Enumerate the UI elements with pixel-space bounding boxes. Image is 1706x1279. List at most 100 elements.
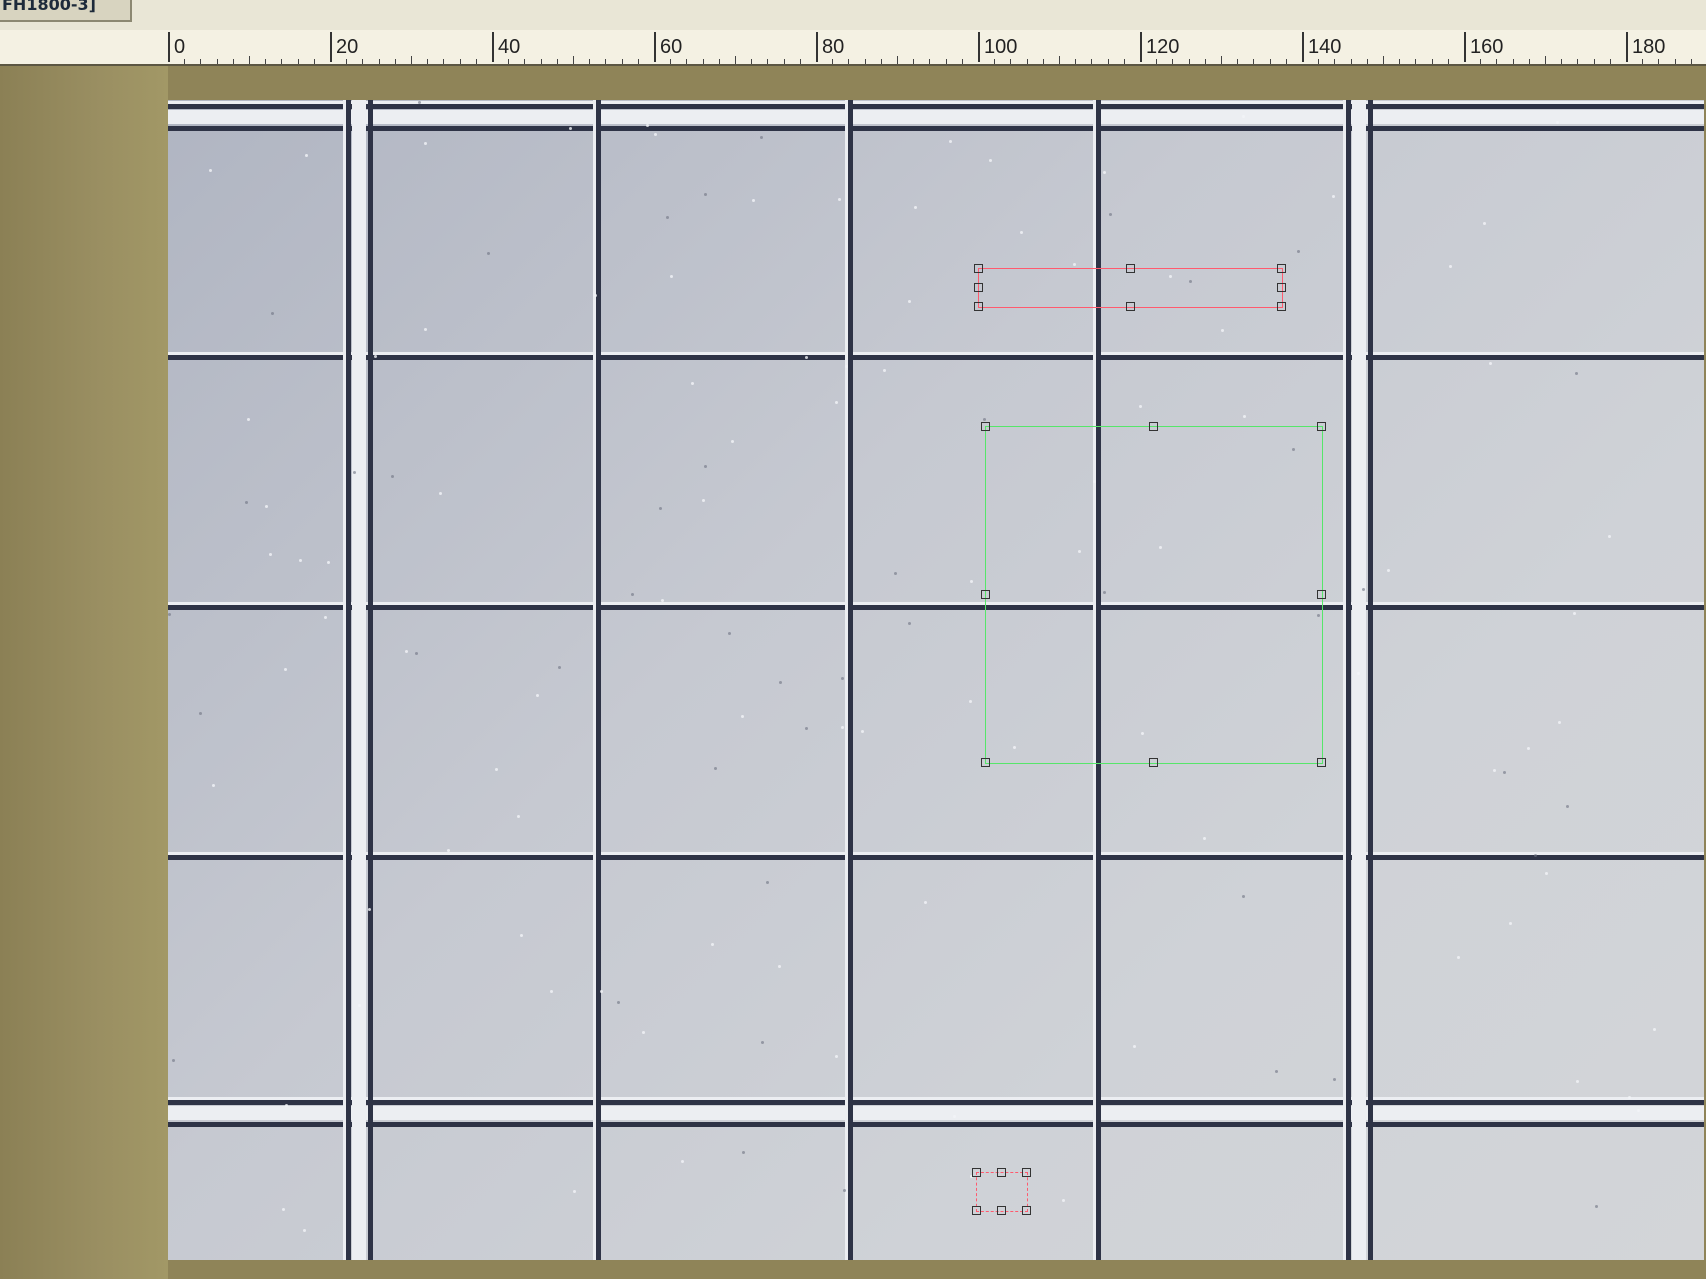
ruler-minor-tick (459, 59, 461, 64)
ruler-minor-tick (1674, 59, 1676, 64)
cell-speck (212, 784, 215, 787)
roi-handle[interactable] (1317, 422, 1326, 431)
roi-handle[interactable] (1317, 758, 1326, 767)
cell-speck (1073, 263, 1076, 266)
roi-red-bottom[interactable] (972, 1168, 1031, 1215)
cell-speck (418, 101, 421, 104)
cell-speck (209, 169, 212, 172)
grid-line-vertical (368, 100, 373, 1260)
cell-speck (327, 561, 330, 564)
cell-speck (284, 668, 287, 671)
ruler-minor-tick (1285, 59, 1287, 64)
roi-handle[interactable] (974, 264, 983, 273)
cell-speck (1103, 591, 1106, 594)
ruler-minor-tick (1091, 59, 1093, 64)
ruler-minor-tick (913, 59, 915, 64)
cell-speck (1013, 746, 1016, 749)
ruler-minor-tick (1318, 59, 1320, 64)
roi-handle[interactable] (997, 1168, 1006, 1177)
ruler-minor-tick (1366, 59, 1368, 64)
roi-handle[interactable] (1317, 590, 1326, 599)
ruler-major-tick (1140, 32, 1142, 62)
ruler-minor-tick (524, 59, 526, 64)
roi-handle[interactable] (1277, 283, 1286, 292)
cell-speck (1242, 115, 1245, 118)
left-margin-pane (0, 66, 168, 1279)
ruler-major-tick (816, 32, 818, 62)
ruler-label: 140 (1308, 36, 1342, 58)
cell-speck (199, 712, 202, 715)
cell-speck (1020, 231, 1023, 234)
ruler-minor-tick (1609, 59, 1611, 64)
cell-speck (894, 572, 897, 575)
cell-speck (970, 580, 973, 583)
cell-speck (908, 622, 911, 625)
ruler-minor-tick (1188, 59, 1190, 64)
ruler-minor-tick (897, 56, 898, 64)
ruler-minor-tick (265, 59, 267, 64)
roi-handle[interactable] (981, 422, 990, 431)
roi-handle[interactable] (1277, 302, 1286, 311)
cell-speck (1576, 1080, 1579, 1083)
grid-line-highlight (168, 110, 1704, 124)
roi-green[interactable] (981, 422, 1326, 767)
cell-speck (1558, 721, 1561, 724)
window-title-text: FH1800-3] (2, 0, 96, 14)
cell-speck (861, 730, 864, 733)
grid-line-highlight (1343, 100, 1346, 1260)
ruler-minor-tick (475, 59, 477, 64)
ruler-minor-tick (184, 59, 186, 64)
cell-speck (1103, 171, 1106, 174)
roi-handle[interactable] (1149, 422, 1158, 431)
cell-speck (245, 501, 248, 504)
ruler-minor-tick (1042, 59, 1044, 64)
ruler-minor-tick (232, 59, 234, 64)
cell-speck (1133, 1045, 1136, 1048)
roi-handle[interactable] (1149, 758, 1158, 767)
cell-speck (1332, 195, 1335, 198)
roi-handle[interactable] (974, 302, 983, 311)
cell-speck (1527, 747, 1530, 750)
ruler-label: 40 (498, 36, 521, 58)
cell-speck (1141, 732, 1144, 735)
grid-line-vertical (1346, 100, 1351, 1260)
ruler-minor-tick (1010, 59, 1012, 64)
cell-speck (285, 1104, 288, 1107)
roi-handle[interactable] (981, 758, 990, 767)
roi-handle[interactable] (972, 1206, 981, 1215)
roi-handle[interactable] (974, 283, 983, 292)
roi-handle[interactable] (981, 590, 990, 599)
cell-speck (495, 768, 498, 771)
cell-speck (282, 1208, 285, 1211)
cell-speck (1159, 546, 1162, 549)
cell-speck (1243, 415, 1246, 418)
ruler-minor-tick (945, 59, 947, 64)
roi-handle[interactable] (997, 1206, 1006, 1215)
roi-red-top[interactable] (974, 264, 1286, 311)
ruler-minor-tick (1642, 59, 1644, 64)
cell-speck (324, 616, 327, 619)
cell-speck (970, 1175, 973, 1178)
cell-speck (517, 815, 520, 818)
cell-speck (704, 193, 707, 196)
roi-handle[interactable] (1125, 264, 1135, 273)
cell-speck (1489, 362, 1492, 365)
ruler-label: 20 (336, 36, 359, 58)
ruler-minor-tick (670, 59, 672, 64)
microscope-image-canvas[interactable] (168, 100, 1704, 1260)
roi-handle[interactable] (1022, 1168, 1031, 1177)
cell-speck (520, 934, 523, 937)
ruler-minor-tick (1447, 59, 1449, 64)
ruler-minor-tick (1577, 59, 1579, 64)
cell-speck (752, 199, 755, 202)
window-title-tab[interactable]: FH1800-3] (0, 0, 132, 22)
roi-handle[interactable] (972, 1168, 981, 1177)
cell-speck (1653, 1028, 1656, 1031)
roi-handle[interactable] (1125, 302, 1135, 311)
cell-speck (265, 505, 268, 508)
cell-speck (949, 140, 952, 143)
roi-handle[interactable] (1022, 1206, 1031, 1215)
cell-speck (766, 881, 769, 884)
roi-handle[interactable] (1277, 264, 1286, 273)
ruler-minor-tick (443, 59, 445, 64)
